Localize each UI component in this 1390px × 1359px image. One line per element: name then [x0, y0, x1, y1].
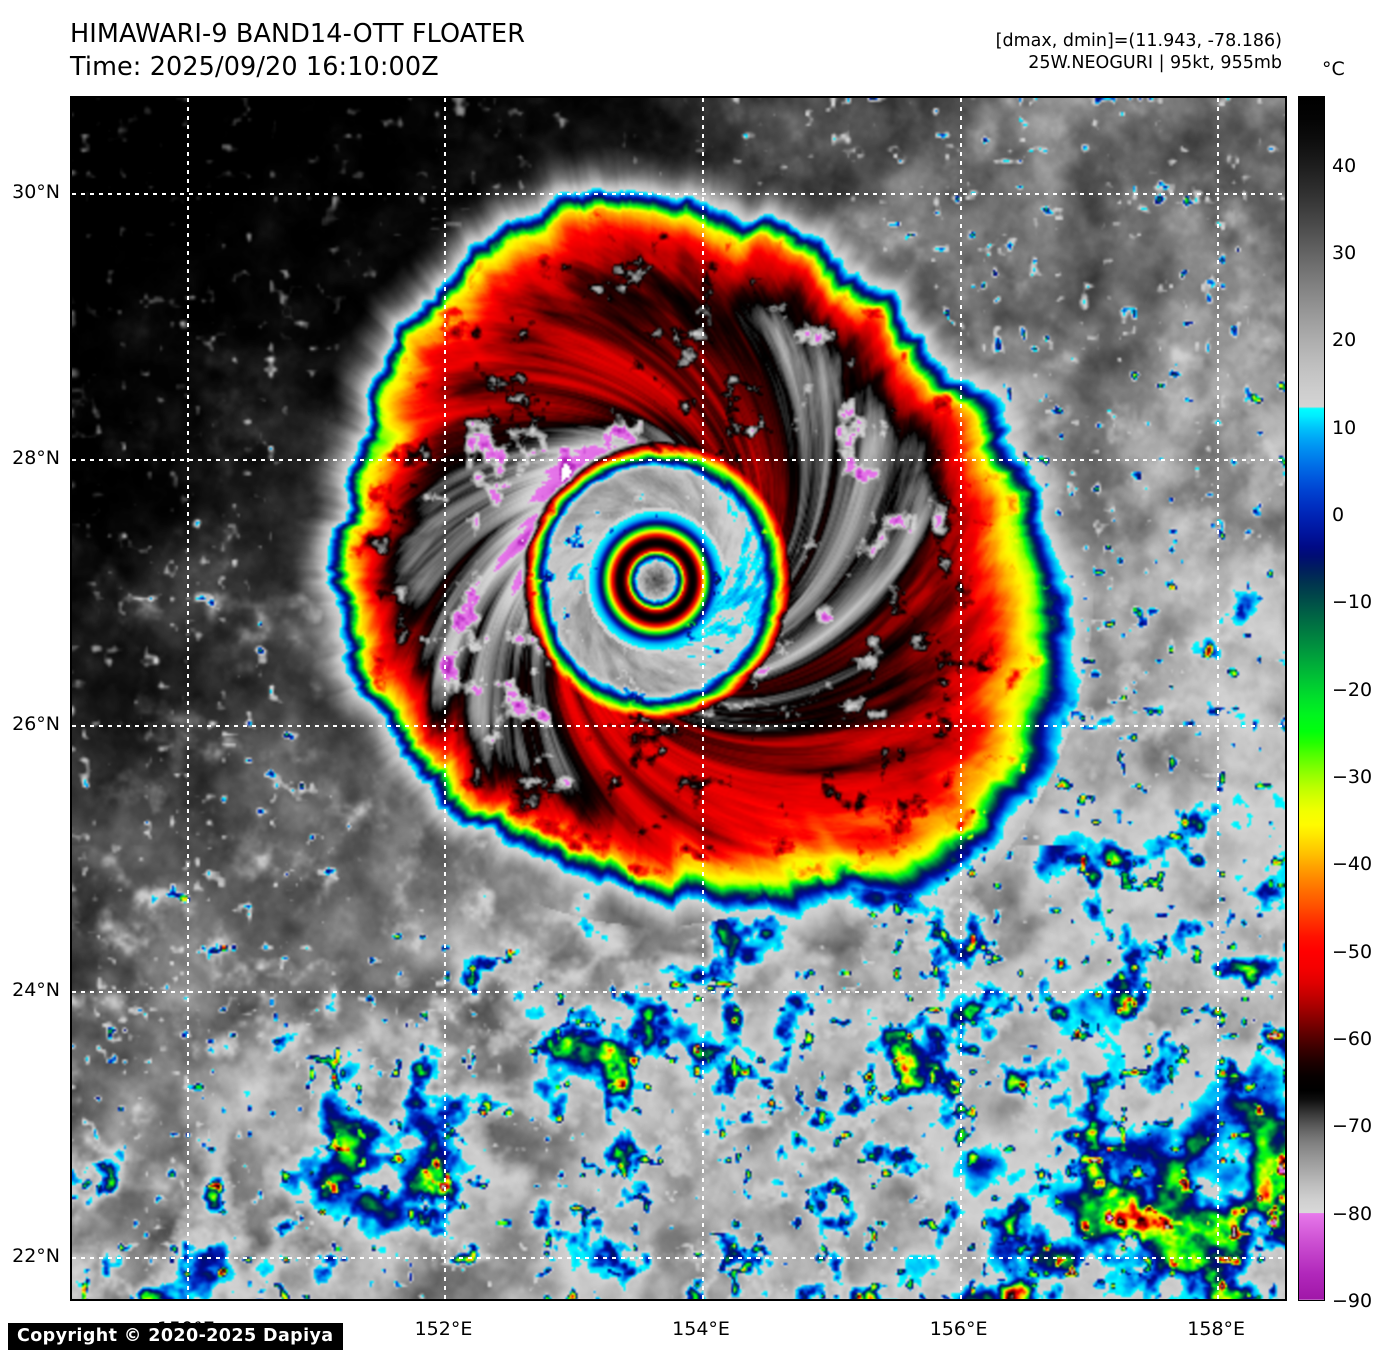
storm-info-label: 25W.NEOGURI | 95kt, 955mb: [1028, 53, 1282, 74]
lon-tick-label: 154°E: [672, 1318, 730, 1340]
lat-tick-label: 30°N: [12, 180, 60, 203]
lat-tick-label: 26°N: [12, 712, 60, 735]
colorbar-tick--20: −20: [1332, 678, 1373, 701]
colorbar-tick--50: −50: [1332, 940, 1373, 963]
dmax-dmin-label: [dmax, dmin]=(11.943, -78.186): [995, 31, 1282, 51]
temperature-colorbar: [1298, 96, 1325, 1301]
infrared-satellite-imagery: [72, 98, 1285, 1299]
colorbar-unit-label: °C: [1322, 58, 1345, 80]
colorbar-tick-10: 10: [1332, 416, 1357, 439]
colorbar-tick--70: −70: [1332, 1115, 1373, 1138]
lat-tick-label: 24°N: [12, 978, 60, 1001]
copyright-notice: Copyright © 2020-2025 Dapiya: [8, 1323, 343, 1350]
page-title: HIMAWARI-9 BAND14-OTT FLOATER: [70, 19, 526, 49]
title-block: HIMAWARI-9 BAND14-OTT FLOATER Time: 2025…: [70, 18, 525, 84]
colorbar-tick--80: −80: [1332, 1202, 1373, 1225]
colorbar-tick--60: −60: [1332, 1028, 1373, 1051]
colorbar-tick-30: 30: [1332, 242, 1357, 265]
colorbar-tick-40: 40: [1332, 154, 1357, 177]
colorbar-tick-20: 20: [1332, 329, 1357, 352]
metadata-block: [dmax, dmin]=(11.943, -78.186) 25W.NEOGU…: [996, 30, 1282, 75]
colorbar-tick--30: −30: [1332, 766, 1373, 789]
colorbar-tick--90: −90: [1332, 1290, 1373, 1312]
lon-tick-label: 158°E: [1187, 1318, 1246, 1340]
timestamp-label: Time: 2025/09/20 16:10:00Z: [70, 52, 439, 83]
colorbar-tick-0: 0: [1332, 504, 1345, 527]
colorbar-tick--10: −10: [1332, 591, 1373, 614]
lat-tick-label: 28°N: [12, 446, 60, 469]
lon-tick-label: 152°E: [414, 1318, 473, 1340]
lon-tick-label: 156°E: [929, 1318, 988, 1340]
satellite-image-plot: [70, 96, 1287, 1301]
colorbar-tick--40: −40: [1332, 853, 1373, 876]
lat-tick-label: 22°N: [12, 1244, 60, 1267]
